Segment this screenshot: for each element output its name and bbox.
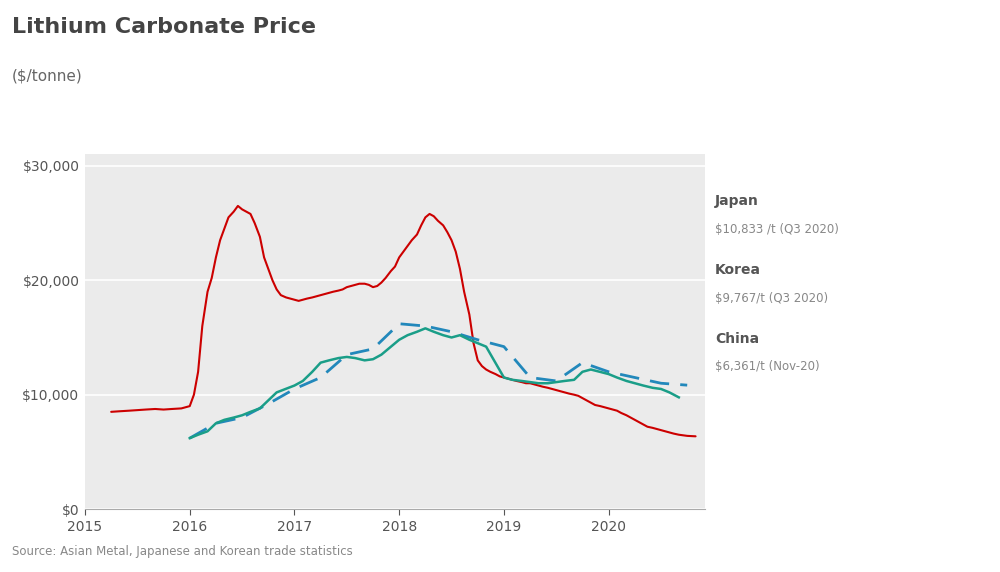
Text: ($/tonne): ($/tonne) <box>12 69 83 84</box>
Text: $6,361/t (Nov-20): $6,361/t (Nov-20) <box>715 360 820 374</box>
Text: $10,833 /t (Q3 2020): $10,833 /t (Q3 2020) <box>715 223 839 236</box>
Text: Source: Asian Metal, Japanese and Korean trade statistics: Source: Asian Metal, Japanese and Korean… <box>12 545 353 558</box>
Text: China: China <box>715 332 759 345</box>
Text: Japan: Japan <box>715 194 759 208</box>
Text: Lithium Carbonate Price: Lithium Carbonate Price <box>12 17 316 37</box>
Text: Korea: Korea <box>715 263 761 277</box>
Text: $9,767/t (Q3 2020): $9,767/t (Q3 2020) <box>715 292 828 305</box>
